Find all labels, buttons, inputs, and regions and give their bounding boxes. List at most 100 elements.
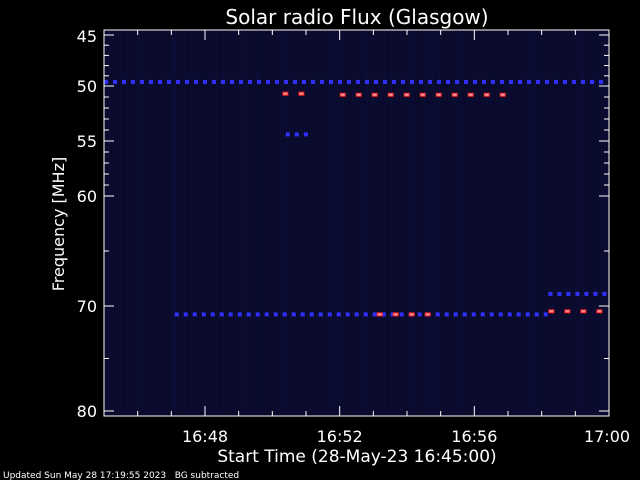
- noise-streak: [607, 31, 608, 415]
- noise-streak: [574, 31, 575, 415]
- noise-streak: [316, 31, 317, 415]
- noise-streak: [172, 31, 173, 415]
- x-axis-label: Start Time (28-May-23 16:45:00): [217, 447, 496, 467]
- band-segment: [131, 79, 135, 84]
- noise-streak: [433, 31, 434, 415]
- noise-streak: [484, 31, 485, 415]
- noise-streak: [538, 31, 539, 415]
- noise-streak: [604, 31, 605, 415]
- noise-streak: [337, 31, 338, 415]
- band-segment: [329, 79, 333, 84]
- noise-streak: [565, 31, 566, 415]
- band-segment: [525, 312, 530, 317]
- band-segment: [453, 312, 458, 317]
- noise-streak: [352, 31, 353, 415]
- noise-streak: [499, 31, 500, 415]
- band-segment: [246, 312, 251, 317]
- noise-streak: [265, 31, 266, 415]
- band-segment: [203, 79, 207, 84]
- band-segment: [572, 79, 576, 84]
- band-segment: [285, 132, 290, 137]
- noise-streak: [367, 31, 368, 415]
- band-segment: [480, 312, 485, 317]
- noise-streak: [346, 31, 347, 415]
- band-peak: [377, 313, 382, 316]
- band-segment: [557, 291, 562, 296]
- noise-streak: [568, 31, 569, 415]
- band-segment: [599, 79, 603, 84]
- band-segment: [239, 79, 243, 84]
- band-segment: [309, 312, 314, 317]
- noise-streak: [202, 31, 203, 415]
- noise-streak: [529, 31, 530, 415]
- noise-streak: [442, 31, 443, 415]
- noise-streak: [175, 31, 176, 415]
- noise-streak: [562, 31, 563, 415]
- noise-streak: [382, 31, 383, 415]
- band-segment: [293, 79, 297, 84]
- band-segment: [192, 312, 197, 317]
- noise-streak: [301, 31, 302, 415]
- noise-streak: [589, 31, 590, 415]
- noise-streak: [592, 31, 593, 415]
- band-peak: [549, 310, 554, 313]
- band-peak: [409, 313, 414, 316]
- noise-streak: [508, 31, 509, 415]
- noise-streak: [322, 31, 323, 415]
- band-segment: [336, 312, 341, 317]
- band-peak: [565, 310, 570, 313]
- noise-streak: [409, 31, 410, 415]
- plot-frame: [103, 29, 610, 417]
- noise-streak: [535, 31, 536, 415]
- band-segment: [221, 79, 225, 84]
- band-segment: [257, 79, 261, 84]
- band-segment: [300, 312, 305, 317]
- noise-streak: [415, 31, 416, 415]
- noise-streak: [142, 31, 143, 415]
- noise-streak: [226, 31, 227, 415]
- band-segment: [593, 291, 598, 296]
- noise-streak: [418, 31, 419, 415]
- noise-streak: [598, 31, 599, 415]
- band-segment: [444, 312, 449, 317]
- noise-streak: [241, 31, 242, 415]
- noise-streak: [559, 31, 560, 415]
- noise-streak: [511, 31, 512, 415]
- noise-streak: [472, 31, 473, 415]
- noise-streak: [112, 31, 113, 415]
- y-tick-label: 70: [77, 297, 97, 316]
- band-peak: [388, 93, 393, 96]
- band-segment: [581, 79, 585, 84]
- band-peak: [500, 93, 505, 96]
- noise-streak: [556, 31, 557, 415]
- noise-streak: [208, 31, 209, 415]
- noise-streak: [121, 31, 122, 415]
- noise-streak: [145, 31, 146, 415]
- noise-streak: [439, 31, 440, 415]
- band-peak: [420, 93, 425, 96]
- chart-title: Solar radio Flux (Glasgow): [225, 5, 488, 29]
- band-segment: [464, 79, 468, 84]
- band-segment: [228, 312, 233, 317]
- noise-streak: [205, 31, 206, 415]
- band-segment: [381, 312, 386, 317]
- noise-streak: [547, 31, 548, 415]
- y-tick-label: 55: [77, 132, 97, 151]
- band-segment: [392, 79, 396, 84]
- noise-streak: [586, 31, 587, 415]
- noise-streak: [370, 31, 371, 415]
- x-tick-label: 17:00: [584, 427, 630, 446]
- band-segment: [543, 312, 548, 317]
- band-peak: [425, 313, 430, 316]
- band-segment: [500, 79, 504, 84]
- band-segment: [174, 312, 179, 317]
- band-segment: [311, 79, 315, 84]
- noise-streak: [115, 31, 116, 415]
- band-segment: [401, 79, 405, 84]
- noise-streak: [601, 31, 602, 415]
- band-peak: [468, 93, 473, 96]
- noise-streak: [445, 31, 446, 415]
- noise-streak: [184, 31, 185, 415]
- noise-streak: [481, 31, 482, 415]
- noise-streak: [157, 31, 158, 415]
